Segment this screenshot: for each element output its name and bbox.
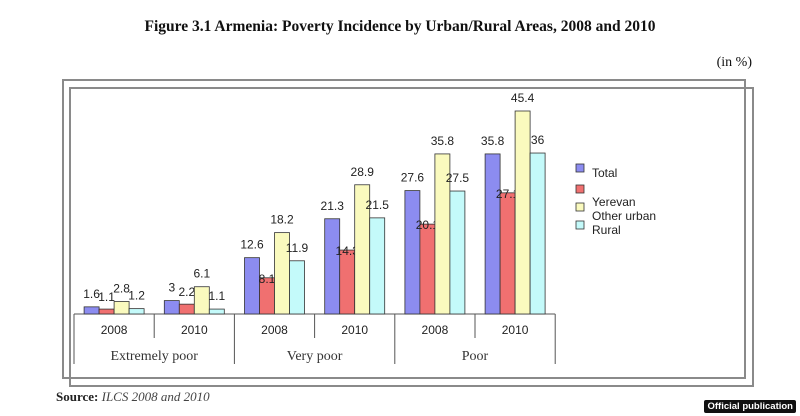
year-tick-label: 2010 [502, 323, 529, 337]
bar-yerevan [419, 223, 436, 315]
legend-swatch [575, 163, 585, 173]
data-label: 21.5 [366, 198, 390, 212]
data-label: 8.1 [259, 272, 276, 286]
data-label: 6.1 [193, 267, 210, 281]
year-tick-label: 2008 [101, 323, 128, 337]
data-label: 35.8 [431, 134, 455, 148]
group-label: Poor [462, 349, 489, 364]
year-tick-label: 2010 [341, 323, 368, 337]
bar-total [484, 153, 501, 315]
bar-rural [529, 152, 546, 315]
legend-label: Rural [592, 223, 621, 237]
bar-yerevan [499, 192, 516, 315]
bar-yerevan [98, 308, 115, 315]
legend-swatch [575, 184, 585, 194]
group-label: Extremely poor [110, 349, 198, 364]
data-label: 21.3 [321, 199, 345, 213]
data-label: 1.1 [98, 290, 115, 304]
legend-label: Yerevan [592, 195, 636, 209]
data-label: 1.1 [208, 289, 225, 303]
source-label: Source: [56, 389, 99, 404]
chart-frame-outer [62, 79, 746, 379]
bar-yerevan [339, 249, 356, 315]
unit-label: (in %) [716, 55, 752, 70]
group-label: Very poor [287, 349, 343, 364]
bar-other-urban [193, 286, 210, 315]
data-label: 27.6 [401, 171, 425, 185]
data-label: 27.1 [496, 187, 520, 201]
year-tick-label: 2008 [261, 323, 288, 337]
bar-rural [208, 308, 225, 315]
bar-total [404, 190, 421, 315]
bar-rural [128, 308, 145, 315]
source-text: ILCS 2008 and 2010 [101, 389, 210, 404]
bar-rural [449, 190, 466, 315]
bar-other-urban [113, 301, 130, 315]
source-note: Source: ILCS 2008 and 2010 [56, 389, 210, 405]
year-tick-label: 2010 [181, 323, 208, 337]
data-label: 11.9 [286, 241, 309, 255]
bar-other-urban [514, 110, 531, 315]
bar-total [324, 218, 341, 315]
data-label: 18.2 [270, 213, 294, 227]
legend-swatch [575, 202, 585, 212]
legend-label: Total [592, 166, 617, 180]
bar-total [244, 257, 260, 315]
data-label: 1.6 [83, 287, 100, 301]
data-label: 3 [168, 281, 175, 295]
official-publication-badge: Official publication [704, 400, 796, 413]
data-label: 45.4 [511, 91, 535, 105]
data-label: 2.2 [178, 285, 195, 299]
year-tick-label: 2008 [422, 323, 449, 337]
legend-label: Other urban [592, 209, 656, 223]
data-label: 20.1 [416, 218, 440, 232]
data-label: 14.3 [336, 244, 360, 258]
data-label: 36 [531, 133, 545, 147]
bar-yerevan [178, 303, 195, 315]
data-label: 35.8 [481, 134, 505, 148]
figure-title: Figure 3.1 Armenia: Poverty Incidence by… [144, 18, 656, 35]
data-label: 2.8 [113, 281, 130, 295]
bar-rural [369, 217, 386, 315]
bar-total [83, 306, 100, 315]
data-label: 1.2 [128, 289, 145, 303]
bar-total [163, 300, 180, 315]
data-label: 28.9 [351, 165, 375, 179]
legend-swatch [575, 220, 585, 230]
data-label: 12.6 [240, 238, 264, 252]
bar-rural [289, 260, 305, 315]
data-label: 27.5 [446, 171, 470, 185]
chart-frame-inner [69, 87, 754, 387]
